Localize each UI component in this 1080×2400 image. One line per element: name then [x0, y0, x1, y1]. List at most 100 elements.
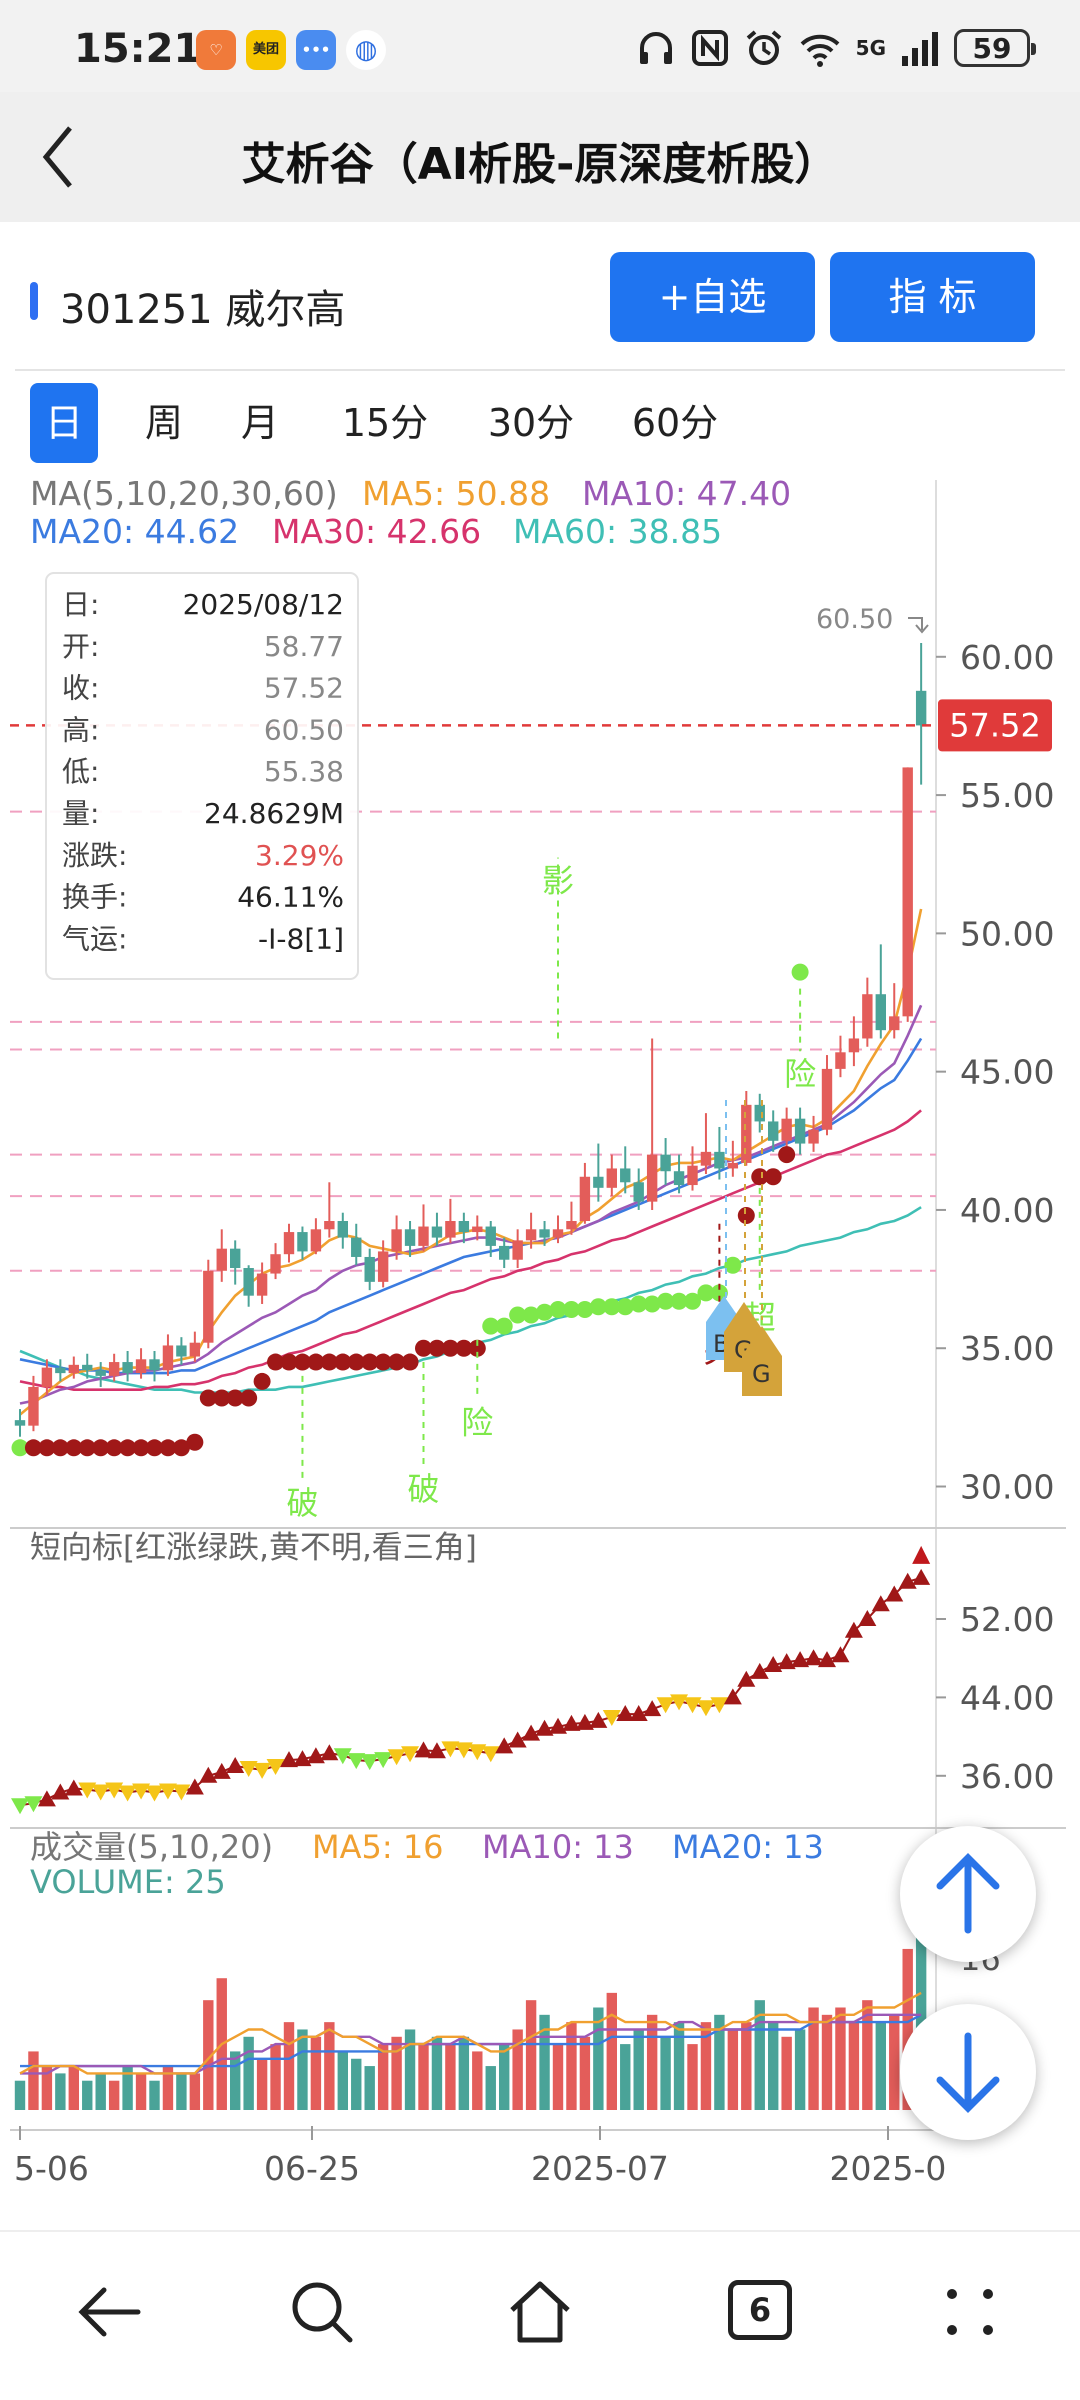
volume-bar	[821, 2014, 833, 2110]
headphones-icon	[639, 32, 672, 64]
stock-header: 301251 威尔高 +自选 指 标	[0, 222, 1080, 372]
candle-body	[620, 1168, 631, 1183]
candle-body	[808, 1129, 819, 1144]
signal-dot	[267, 1353, 285, 1371]
date-tick-label: 06-25	[264, 2149, 360, 2188]
signal-dot	[146, 1439, 163, 1457]
up-triangle	[575, 1713, 594, 1730]
scroll-down-button[interactable]	[900, 2004, 1036, 2140]
signal-dot	[105, 1439, 123, 1457]
candle-body	[768, 1121, 779, 1141]
add-watchlist-button[interactable]: +自选	[610, 252, 815, 342]
tab-60min[interactable]: 60分	[631, 401, 719, 445]
candle	[149, 1350, 160, 1382]
neutral-triangle	[602, 1710, 621, 1726]
back-arrow-icon[interactable]	[38, 122, 78, 192]
candle-body	[28, 1386, 39, 1426]
header-bar: 艾析谷（AI析股-原深度析股）	[0, 92, 1080, 222]
neutral-triangle	[683, 1697, 702, 1714]
more-menu-icon[interactable]	[930, 2272, 1010, 2352]
up-triangle	[764, 1656, 783, 1673]
info-label: 量:	[62, 797, 99, 830]
price-tick-label: 35.00	[960, 1329, 1054, 1368]
candle	[391, 1215, 402, 1260]
neutral-triangle	[239, 1760, 258, 1777]
signal-dot	[643, 1295, 661, 1313]
tab-15min[interactable]: 15分	[341, 401, 429, 445]
tab-week[interactable]: 周	[144, 401, 183, 445]
candle	[14, 1409, 26, 1437]
candle-body	[741, 1104, 752, 1163]
volume-bar	[351, 2058, 362, 2110]
candle-body	[391, 1229, 402, 1252]
candle-body	[41, 1367, 53, 1387]
neutral-triangle	[78, 1782, 97, 1799]
candle	[122, 1350, 133, 1382]
candle	[135, 1348, 147, 1379]
sub-indicator-plot	[11, 1545, 931, 1815]
candle	[673, 1154, 685, 1194]
volume-bar	[324, 2022, 335, 2110]
up-triangle	[495, 1737, 514, 1754]
candle-body	[835, 1052, 846, 1069]
tab-month[interactable]: 月	[240, 401, 279, 445]
candle	[525, 1212, 537, 1249]
signal-dot	[361, 1353, 379, 1371]
battery-level: 59	[972, 31, 1012, 65]
signal-dot	[482, 1317, 500, 1335]
kline-chart[interactable]: MA(5,10,20,30,60) MA5: 50.88 MA10: 47.40…	[0, 470, 1080, 2230]
neutral-triangle	[468, 1744, 487, 1761]
back-nav-icon[interactable]	[68, 2272, 148, 2352]
up-triangle	[280, 1751, 298, 1768]
volume-bar	[714, 2014, 725, 2110]
candle-body	[472, 1226, 483, 1233]
globe-app-icon: ◍	[346, 30, 386, 70]
candle	[230, 1240, 241, 1285]
search-icon[interactable]	[282, 2272, 362, 2352]
signal-dot	[657, 1292, 675, 1310]
signal-dot	[347, 1353, 365, 1371]
neutral-triangle	[158, 1783, 177, 1800]
candle-body	[404, 1229, 416, 1246]
tabs-button[interactable]: 6	[722, 2272, 802, 2352]
candle	[660, 1138, 671, 1186]
candle-body	[149, 1359, 160, 1371]
scroll-up-button[interactable]	[900, 1826, 1036, 1962]
tab-30min[interactable]: 30分	[487, 401, 575, 445]
up-triangle	[885, 1585, 904, 1602]
neutral-triangle	[656, 1697, 675, 1714]
ma10-legend: MA10: 47.40	[582, 474, 791, 513]
neutral-triangle	[118, 1785, 137, 1802]
tab-day[interactable]: 日	[30, 383, 98, 463]
down-triangle	[11, 1798, 29, 1815]
volume-bar	[203, 2000, 214, 2110]
indicator-button[interactable]: 指 标	[830, 252, 1035, 342]
candle	[754, 1093, 765, 1133]
candle	[324, 1182, 335, 1238]
candle	[243, 1265, 254, 1307]
candle-body	[55, 1367, 66, 1374]
up-triangle	[844, 1621, 863, 1638]
signal-dot	[455, 1339, 473, 1357]
volume-ma5-legend: MA5: 16	[312, 1828, 444, 1866]
volume-ma20-legend: MA20: 13	[672, 1828, 824, 1866]
volume-bar	[243, 2036, 254, 2110]
signal-dot	[374, 1353, 392, 1371]
up-triangle	[643, 1700, 662, 1717]
candle-body	[700, 1151, 712, 1166]
bottom-navigation: 6	[0, 2230, 1080, 2400]
status-time: 15:21	[74, 26, 202, 72]
info-label: 涨跌:	[62, 839, 127, 872]
status-bar: 15:21 ♡ 美团 ••• ◍ 5G 59	[0, 0, 1080, 92]
candle	[741, 1091, 752, 1166]
info-value: 46.11%	[237, 881, 344, 914]
meituan-app-icon: 美团	[246, 30, 286, 70]
volume-ma20-line	[20, 2013, 922, 2068]
candle	[458, 1212, 470, 1244]
signal-dot	[226, 1389, 244, 1407]
home-icon[interactable]	[500, 2272, 580, 2352]
neutral-triangle	[266, 1759, 285, 1775]
volume-bar	[95, 2073, 106, 2110]
candle	[794, 1107, 806, 1155]
volume-bar	[445, 2044, 456, 2110]
